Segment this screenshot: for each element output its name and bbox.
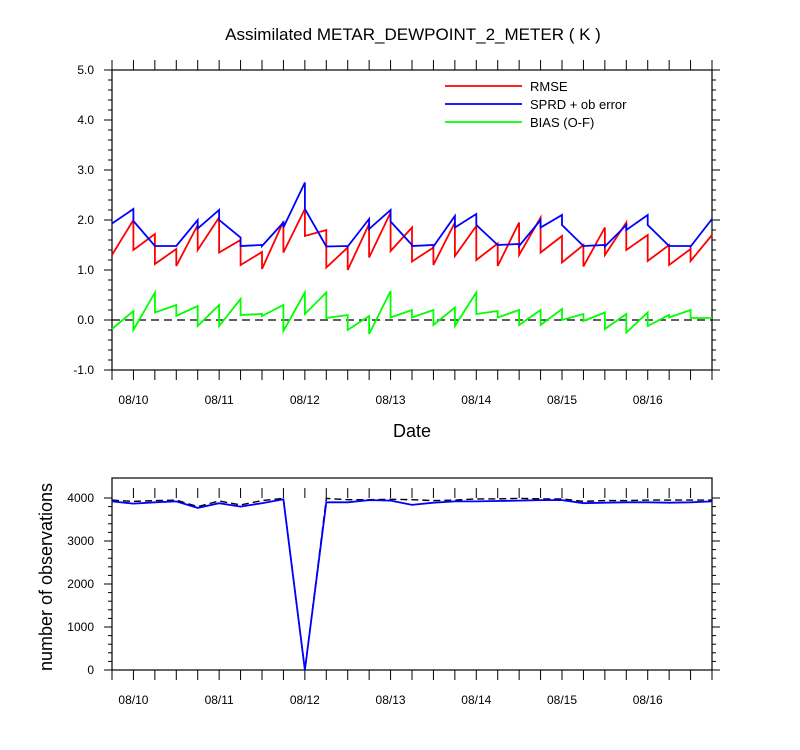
legend-label: BIAS (O-F) — [530, 115, 594, 130]
bottom-chart-ylabel: number of observations — [36, 483, 56, 671]
x-tick-label: 08/14 — [461, 393, 491, 407]
x-tick-label: 08/10 — [118, 393, 148, 407]
x-tick-label: 08/11 — [205, 693, 234, 707]
series-line-possible-observations — [111, 497, 712, 671]
y-tick-label: 1.0 — [77, 263, 94, 277]
bottom-chart-series — [111, 497, 713, 671]
top-chart-xlabel: Date — [393, 421, 431, 441]
y-tick-label: 1000 — [67, 620, 94, 634]
top-chart: Assimilated METAR_DEWPOINT_2_METER ( K )… — [73, 25, 720, 441]
y-tick-label: 2.0 — [77, 213, 94, 227]
y-tick-label: 2000 — [67, 577, 94, 591]
top-chart-title: Assimilated METAR_DEWPOINT_2_METER ( K ) — [225, 25, 601, 44]
x-tick-label: 08/15 — [547, 693, 577, 707]
x-tick-label: 08/15 — [547, 393, 577, 407]
top-chart-y-tick-labels: -1.0 0.0 1.0 2.0 3.0 4.0 5.0 — [73, 63, 94, 377]
y-tick-label: -1.0 — [73, 363, 94, 377]
y-tick-label: 3.0 — [77, 163, 94, 177]
x-tick-label: 08/12 — [290, 693, 320, 707]
bottom-chart-x-tick-labels: 08/10 08/11 08/12 08/13 08/14 08/15 08/16 — [118, 693, 663, 707]
top-plot-frame — [111, 69, 713, 371]
y-tick-label: 4000 — [67, 491, 94, 505]
y-tick-label: 3000 — [67, 534, 94, 548]
y-tick-label: 4.0 — [77, 113, 94, 127]
top-chart-series — [111, 182, 713, 335]
y-tick-label: 5.0 — [77, 63, 94, 77]
x-tick-label: 08/13 — [376, 393, 406, 407]
series-line-sprd-ob-error — [111, 182, 713, 250]
x-tick-label: 08/13 — [376, 693, 406, 707]
x-tick-label: 08/12 — [290, 393, 320, 407]
series-line-assimilated-observations — [111, 498, 713, 671]
top-chart-x-tick-labels: 08/10 08/11 08/12 08/13 08/14 08/15 08/16 — [118, 393, 663, 407]
x-tick-label: 08/10 — [118, 693, 148, 707]
legend-label: RMSE — [530, 79, 568, 94]
series-line-rmse — [111, 208, 713, 271]
bottom-chart-y-tick-labels: 0 1000 2000 3000 4000 — [67, 491, 94, 677]
x-tick-label: 08/11 — [205, 393, 234, 407]
top-chart-legend: RMSE SPRD + ob error BIAS (O-F) — [445, 79, 627, 130]
x-tick-label: 08/14 — [461, 693, 491, 707]
x-tick-label: 08/16 — [633, 393, 663, 407]
series-line-bias-o-f — [111, 289, 712, 335]
x-tick-label: 08/16 — [633, 693, 663, 707]
top-chart-ticks — [104, 60, 720, 380]
bottom-chart-ticks — [104, 488, 720, 680]
y-tick-label: 0 — [87, 663, 94, 677]
legend-label: SPRD + ob error — [530, 97, 627, 112]
y-tick-label: 0.0 — [77, 313, 94, 327]
